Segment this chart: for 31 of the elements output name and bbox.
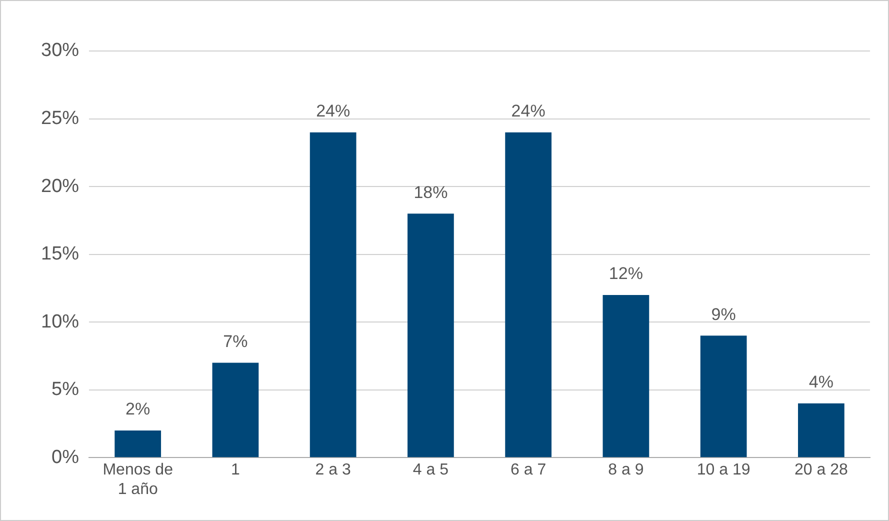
x-tick-label: Menos de 1 año bbox=[102, 462, 174, 498]
bar bbox=[408, 214, 454, 458]
bar bbox=[700, 336, 747, 458]
data-label: 2% bbox=[126, 400, 150, 419]
x-tick-label: 4 a 5 bbox=[412, 462, 449, 479]
bar bbox=[798, 403, 844, 458]
bar bbox=[505, 132, 552, 458]
x-tick-label: 6 a 7 bbox=[510, 462, 546, 479]
x-tick-label: 8 a 9 bbox=[608, 462, 644, 479]
data-label: 4% bbox=[808, 372, 834, 392]
x-tick-label: 1 bbox=[231, 462, 240, 479]
data-label: 7% bbox=[223, 332, 248, 351]
x-tick-label: 20 a 28 bbox=[794, 462, 848, 479]
data-label: 18% bbox=[414, 182, 448, 202]
data-label: 12% bbox=[608, 264, 643, 284]
bar bbox=[212, 362, 259, 458]
data-label: 24% bbox=[511, 102, 546, 121]
y-tick-label: 30% bbox=[40, 40, 80, 62]
x-tick-label: 10 a 19 bbox=[696, 462, 750, 479]
data-label: 9% bbox=[711, 304, 736, 324]
y-tick-label: 20% bbox=[40, 176, 80, 197]
x-tick-label: 2 a 3 bbox=[315, 462, 351, 479]
bar bbox=[310, 132, 356, 458]
y-tick-label: 5% bbox=[52, 379, 80, 400]
y-tick-label: 25% bbox=[40, 108, 80, 129]
bar bbox=[114, 430, 162, 458]
data-label: 24% bbox=[316, 102, 350, 121]
y-tick-label: 15% bbox=[40, 244, 80, 265]
bar bbox=[602, 294, 650, 458]
y-tick-label: 10% bbox=[40, 311, 80, 332]
y-tick-label: 0% bbox=[52, 446, 80, 468]
